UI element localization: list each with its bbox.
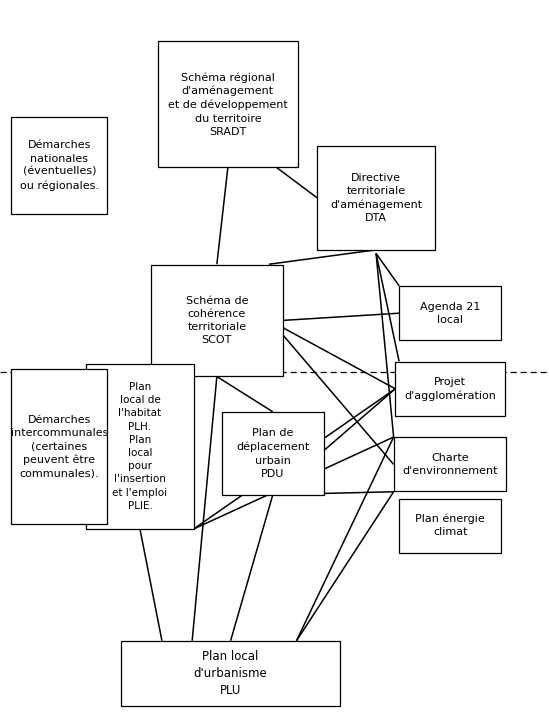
FancyBboxPatch shape xyxy=(399,498,501,553)
Text: Projet
d'agglomération: Projet d'agglomération xyxy=(404,377,496,401)
Text: Plan local
d'urbanisme
PLU: Plan local d'urbanisme PLU xyxy=(194,649,267,697)
FancyBboxPatch shape xyxy=(12,369,108,524)
FancyBboxPatch shape xyxy=(394,437,506,491)
Text: Directive
territoriale
d'aménagement
DTA: Directive territoriale d'aménagement DTA xyxy=(330,173,422,223)
Text: Schéma régional
d'aménagement
et de développement
du territoire
SRADT: Schéma régional d'aménagement et de déve… xyxy=(168,72,288,137)
FancyBboxPatch shape xyxy=(12,117,108,215)
Text: Agenda 21
local: Agenda 21 local xyxy=(420,302,480,325)
Text: Charte
d'environnement: Charte d'environnement xyxy=(402,453,498,476)
FancyBboxPatch shape xyxy=(317,145,435,251)
Text: Plan énergie
climat: Plan énergie climat xyxy=(415,514,485,537)
Text: Démarches
nationales
(éventuelles)
ou régionales.: Démarches nationales (éventuelles) ou ré… xyxy=(20,140,99,191)
FancyBboxPatch shape xyxy=(121,641,340,706)
Text: Schéma de
cohérence
territoriale
SCOT: Schéma de cohérence territoriale SCOT xyxy=(186,296,248,345)
Text: Plan de
déplacement
urbain
PDU: Plan de déplacement urbain PDU xyxy=(236,428,310,479)
FancyBboxPatch shape xyxy=(395,361,505,415)
FancyBboxPatch shape xyxy=(222,412,323,495)
FancyBboxPatch shape xyxy=(158,42,298,167)
Text: Plan
local de
l'habitat
PLH.
Plan
local
pour
l'insertion
et l'emploi
PLIE.: Plan local de l'habitat PLH. Plan local … xyxy=(113,382,167,510)
FancyBboxPatch shape xyxy=(87,364,194,529)
FancyBboxPatch shape xyxy=(151,264,283,376)
FancyBboxPatch shape xyxy=(399,287,501,341)
Text: Démarches
intercommunales
(certaines
peuvent être
communales).: Démarches intercommunales (certaines peu… xyxy=(10,415,108,478)
